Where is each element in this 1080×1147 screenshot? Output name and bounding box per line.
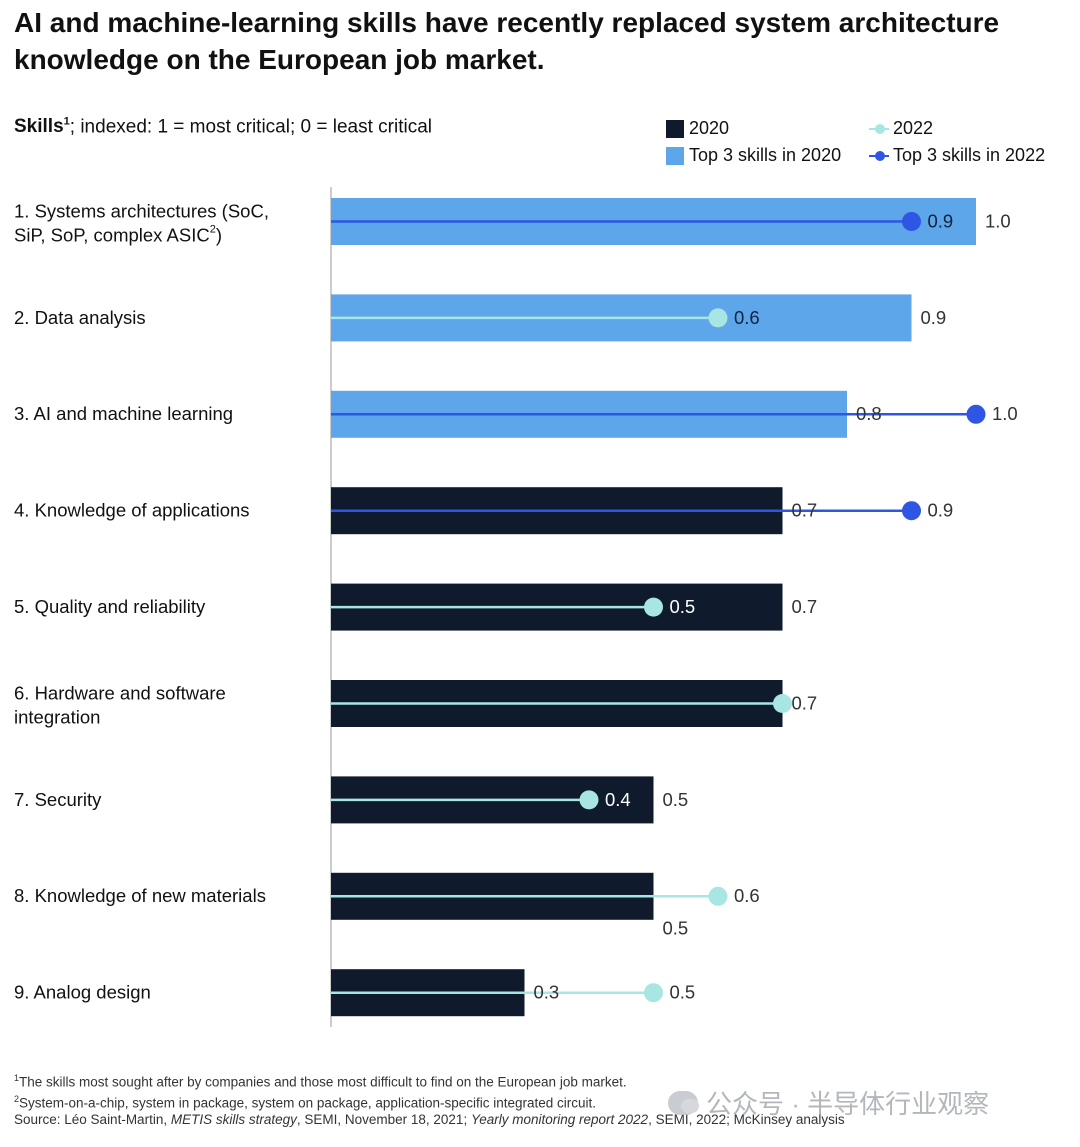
point-2022-7 — [579, 790, 599, 810]
value-2020-label-3: 0.8 — [856, 403, 882, 424]
category-label-5: 5. Quality and reliability — [14, 596, 206, 617]
chart-title: AI and machine-learning skills have rece… — [14, 7, 1000, 75]
watermark: 公众号 · 半导体行业观察 — [668, 1084, 989, 1121]
legend-2020-swatch — [666, 119, 684, 138]
point-2022-6 — [773, 694, 792, 713]
point-2022-2 — [708, 308, 728, 328]
wechat-icon — [668, 1090, 699, 1115]
value-2022-label-2: 0.6 — [734, 307, 760, 328]
category-label-9: 9. Analog design — [14, 982, 151, 1003]
category-label-8: 8. Knowledge of new materials — [14, 885, 266, 906]
point-2022-9 — [644, 983, 663, 1003]
category-label-2: 2. Data analysis — [14, 307, 146, 328]
legend-2020-label: 2020 — [689, 118, 730, 138]
value-2020-label-1: 1.0 — [985, 210, 1011, 231]
value-2020-label-4: 0.7 — [792, 500, 818, 521]
subtitle-index-note: ; indexed: 1 = most critical; 0 = least … — [69, 116, 432, 138]
legend-top3-2020-label: Top 3 skills in 2020 — [689, 145, 842, 165]
value-2022-label-1: 0.9 — [928, 210, 954, 231]
point-2022-8 — [708, 886, 728, 906]
legend-2022: 2022 — [869, 118, 933, 139]
legend-top3-2022-label: Top 3 skills in 2022 — [893, 145, 1046, 165]
value-2020-label-9: 0.3 — [534, 982, 560, 1003]
category-label-7: 7. Security — [14, 789, 102, 810]
value-2022-label-8: 0.6 — [734, 885, 760, 906]
value-2022-label-4: 0.9 — [928, 500, 954, 521]
value-2020-label-8: 0.5 — [663, 918, 689, 939]
category-label-6: integration — [14, 706, 100, 727]
legend-top3-2022-marker — [869, 147, 889, 165]
value-2020-label-6: 0.7 — [792, 692, 818, 713]
value-2022-label-9: 0.5 — [670, 982, 696, 1003]
point-2022-1 — [902, 212, 921, 231]
legend-2020: 2020 — [666, 118, 729, 139]
value-2020-label-2: 0.9 — [921, 307, 947, 328]
subtitle-skills: Skills1 — [14, 116, 70, 138]
legend-top3-2020: Top 3 skills in 2020 — [666, 145, 841, 166]
legend-top3-2020-swatch — [666, 146, 684, 165]
value-2022-label-7: 0.4 — [605, 789, 631, 810]
bar-chart: 1. Systems architectures (SoC,SiP, SoP, … — [14, 187, 1018, 1027]
footnotes: 1The skills most sought after by compani… — [14, 1070, 845, 1128]
point-2022-4 — [902, 501, 921, 521]
legend-2022-marker — [869, 120, 889, 138]
category-label-6: 6. Hardware and software — [14, 682, 226, 703]
point-2022-5 — [644, 597, 663, 617]
source-note: Source: Léo Saint-Martin, METIS skills s… — [14, 1112, 845, 1127]
chart-subtitle: Skills1; indexed: 1 = most critical; 0 =… — [14, 116, 432, 138]
footnote-1: 1The skills most sought after by compani… — [14, 1073, 627, 1090]
legend-2022-label: 2022 — [893, 118, 934, 138]
category-label-4: 4. Knowledge of applications — [14, 500, 250, 521]
value-2020-label-7: 0.5 — [663, 789, 689, 810]
category-label-1: 1. Systems architectures (SoC, — [14, 200, 269, 221]
category-label-3: 3. AI and machine learning — [14, 403, 233, 424]
value-2020-label-5: 0.7 — [792, 596, 818, 617]
value-2022-label-5: 0.5 — [670, 596, 696, 617]
value-2022-label-3: 1.0 — [992, 403, 1018, 424]
point-2022-3 — [966, 404, 986, 424]
category-label-1: SiP, SoP, complex ASIC2) — [14, 223, 222, 245]
footnote-2: 2System-on-a-chip, system in package, sy… — [14, 1093, 597, 1111]
watermark-text: 公众号 · 半导体行业观察 — [706, 1089, 990, 1119]
legend-top3-2022: Top 3 skills in 2022 — [869, 145, 1045, 166]
